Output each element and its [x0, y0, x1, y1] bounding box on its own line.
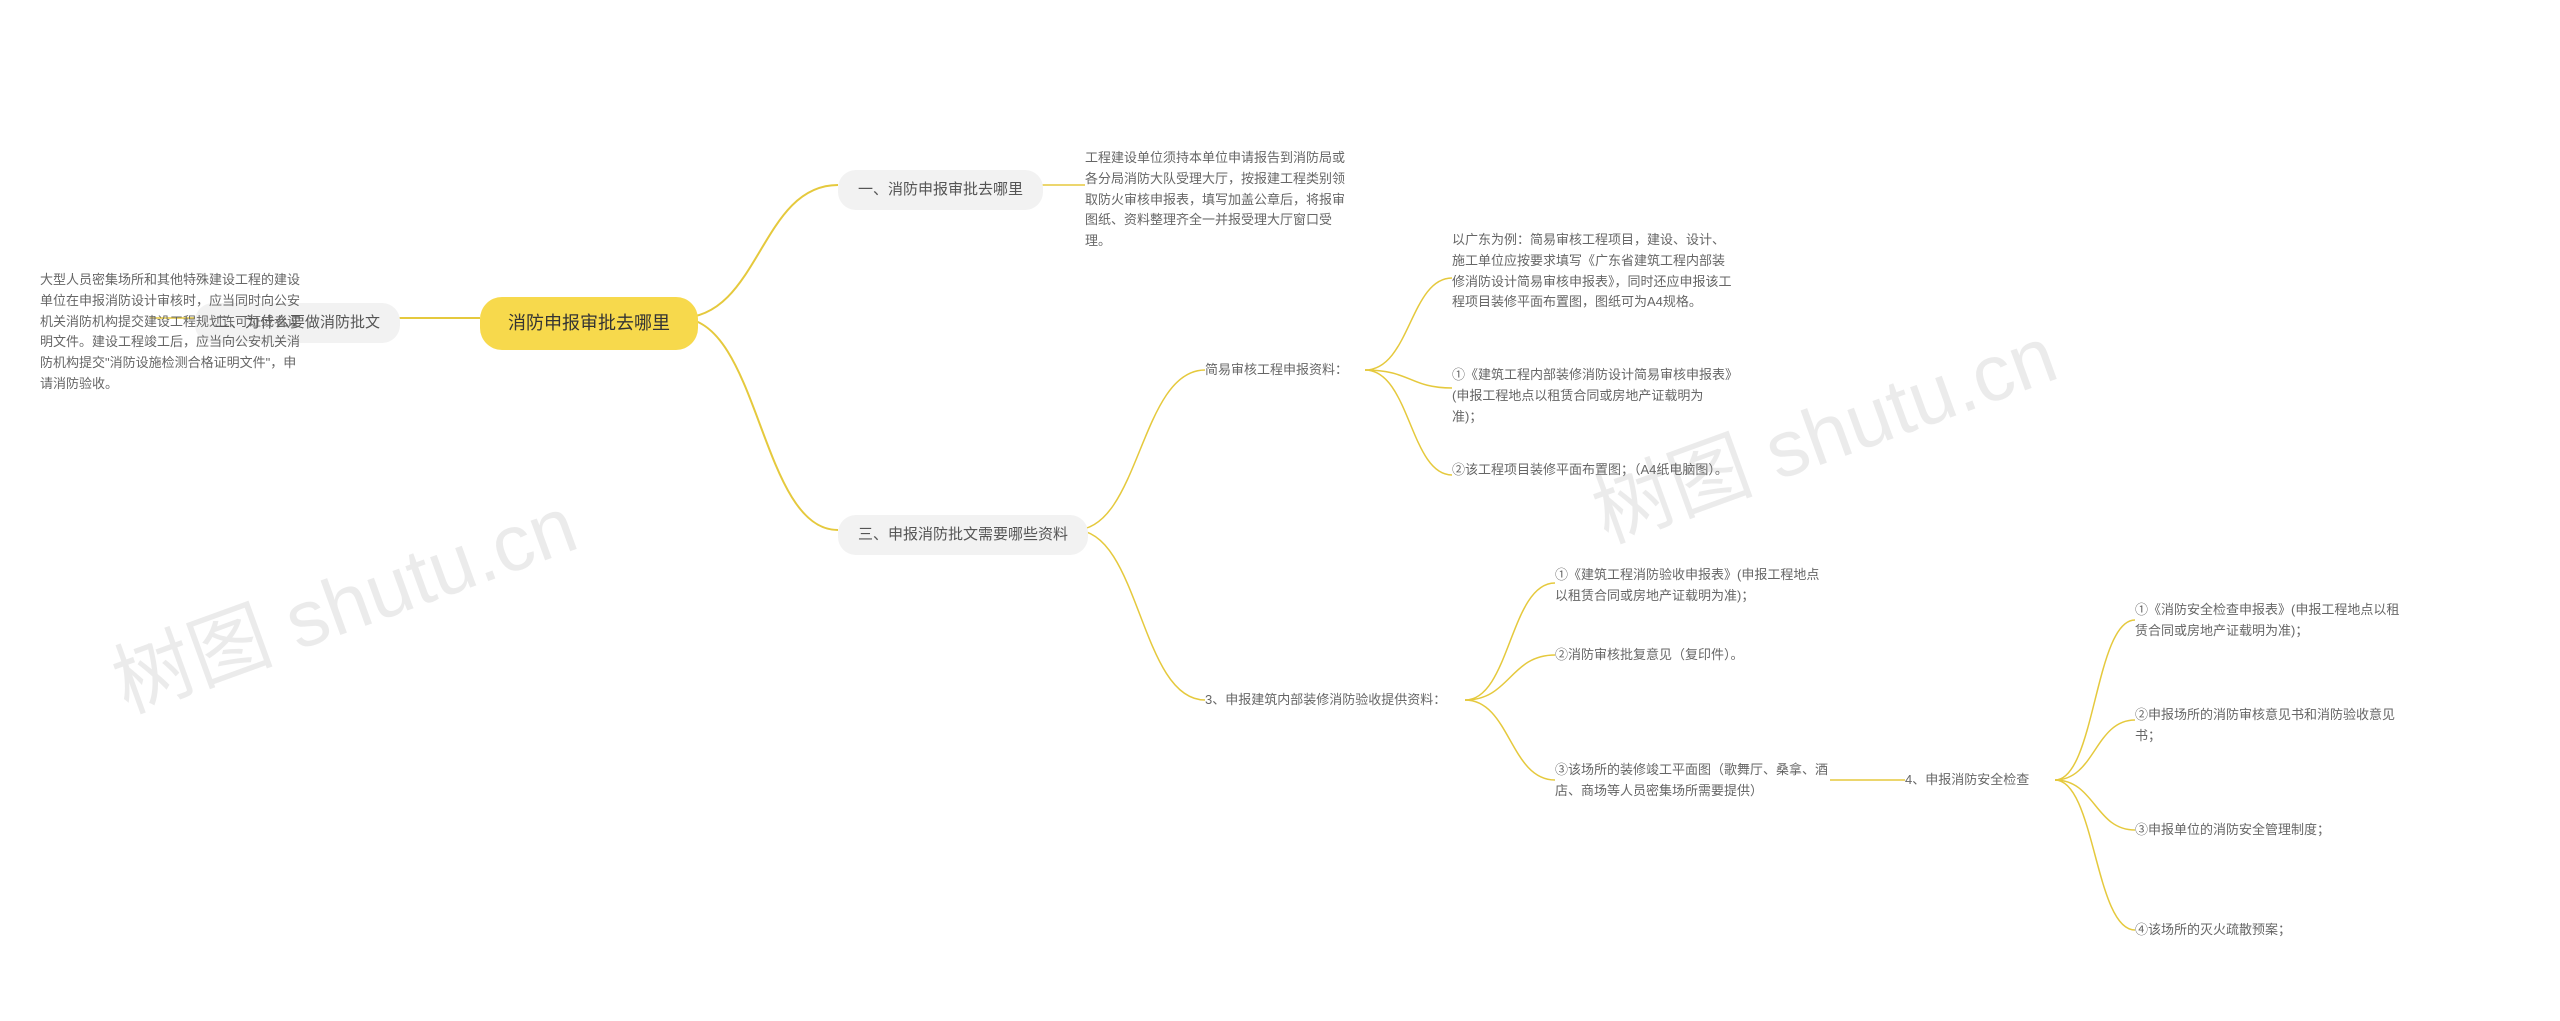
- watermark-text: 树图 shutu.cn: [95, 461, 590, 736]
- leaf-4-k4: ④该场所的灭火疏散预案；: [2135, 920, 2291, 941]
- leaf-c1-i2: ②该工程项目装修平面布置图；（A4纸电脑图）。: [1452, 460, 1728, 481]
- leaf-c2-j3: ③该场所的装修竣工平面图（歌舞厅、桑拿、酒店、商场等人员密集场所需要提供）: [1555, 760, 1835, 802]
- branch-node-1: 一、消防申报审批去哪里: [838, 170, 1043, 210]
- leaf-4-k1: ①《消防安全检查申报表》(申报工程地点以租赁合同或房地产证载明为准)；: [2135, 600, 2405, 642]
- watermark-text: 树图 shutu.cn: [1575, 291, 2070, 566]
- leaf-b2: 大型人员密集场所和其他特殊建设工程的建设单位在申报消防设计审核时，应当同时向公安…: [40, 270, 300, 395]
- sub-node-c2: 3、申报建筑内部装修消防验收提供资料：: [1205, 690, 1446, 711]
- leaf-c1-i1: ①《建筑工程内部装修消防设计简易审核申报表》(申报工程地点以租赁合同或房地产证载…: [1452, 365, 1732, 427]
- leaf-c2-j2: ②消防审核批复意见（复印件）。: [1555, 645, 1744, 666]
- leaf-c2-j1: ①《建筑工程消防验收申报表》(申报工程地点以租赁合同或房地产证载明为准)；: [1555, 565, 1825, 607]
- leaf-b1: 工程建设单位须持本单位申请报告到消防局或各分局消防大队受理大厅，按报建工程类别领…: [1085, 148, 1345, 252]
- sub-node-4: 4、申报消防安全检查: [1905, 770, 2029, 791]
- sub-node-c1: 简易审核工程申报资料：: [1205, 360, 1348, 381]
- leaf-c1-i0: 以广东为例：简易审核工程项目，建设、设计、施工单位应按要求填写《广东省建筑工程内…: [1452, 230, 1732, 313]
- root-node: 消防申报审批去哪里: [480, 297, 698, 350]
- leaf-4-k2: ②申报场所的消防审核意见书和消防验收意见书；: [2135, 705, 2405, 747]
- leaf-4-k3: ③申报单位的消防安全管理制度；: [2135, 820, 2330, 841]
- branch-node-3: 三、申报消防批文需要哪些资料: [838, 515, 1088, 555]
